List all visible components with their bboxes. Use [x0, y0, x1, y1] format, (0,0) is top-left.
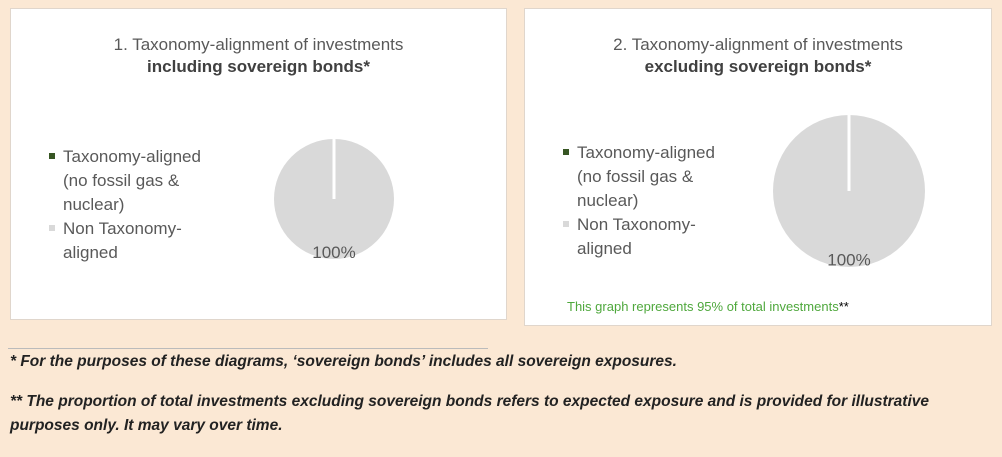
- legend-label: Non Taxonomy-aligned: [63, 219, 182, 262]
- chart-note: This graph represents 95% of total inves…: [567, 299, 849, 314]
- chart-title-block: 2. Taxonomy-alignment of investments excl…: [525, 34, 991, 78]
- note-mark: **: [838, 299, 849, 314]
- separator: [8, 348, 488, 349]
- chart-subtitle: including sovereign bonds*: [147, 57, 370, 76]
- legend-marker: [563, 221, 569, 227]
- chart-title: 2. Taxonomy-alignment of investments: [613, 35, 903, 54]
- legend-item: Non Taxonomy-aligned: [49, 217, 209, 265]
- chart-subtitle: excluding sovereign bonds*: [644, 57, 872, 76]
- legend-label: Non Taxonomy-aligned: [577, 215, 696, 258]
- legend-item: Taxonomy-aligned (no fossil gas & nuclea…: [563, 141, 723, 213]
- legend-marker: [49, 225, 55, 231]
- pie: 100%: [773, 115, 925, 269]
- legend-marker: [563, 149, 569, 155]
- pie: 100%: [274, 139, 394, 262]
- chart-title-block: 1. Taxonomy-alignment of investments incl…: [11, 34, 506, 78]
- data-label: 100%: [827, 250, 870, 269]
- note-text: This graph represents 95% of total inves…: [567, 299, 839, 314]
- footnote: ** The proportion of total investments e…: [10, 393, 929, 434]
- legend-label: Taxonomy-aligned (no fossil gas & nuclea…: [577, 143, 715, 210]
- data-label: 100%: [312, 243, 355, 262]
- chart-title: 1. Taxonomy-alignment of investments: [113, 35, 404, 54]
- legend-item: Non Taxonomy-aligned: [563, 213, 723, 261]
- legend: Taxonomy-aligned (no fossil gas & nuclea…: [563, 141, 723, 261]
- footnote: * For the purposes of these diagrams, ‘s…: [10, 353, 677, 370]
- legend-item: Taxonomy-aligned (no fossil gas & nuclea…: [49, 145, 209, 217]
- chart-panel: 1. Taxonomy-alignment of investments incl…: [10, 8, 507, 320]
- legend-marker: [49, 153, 55, 159]
- legend-label: Taxonomy-aligned (no fossil gas & nuclea…: [63, 147, 201, 214]
- legend: Taxonomy-aligned (no fossil gas & nuclea…: [49, 145, 209, 265]
- chart-panel: 2. Taxonomy-alignment of investments excl…: [524, 8, 992, 326]
